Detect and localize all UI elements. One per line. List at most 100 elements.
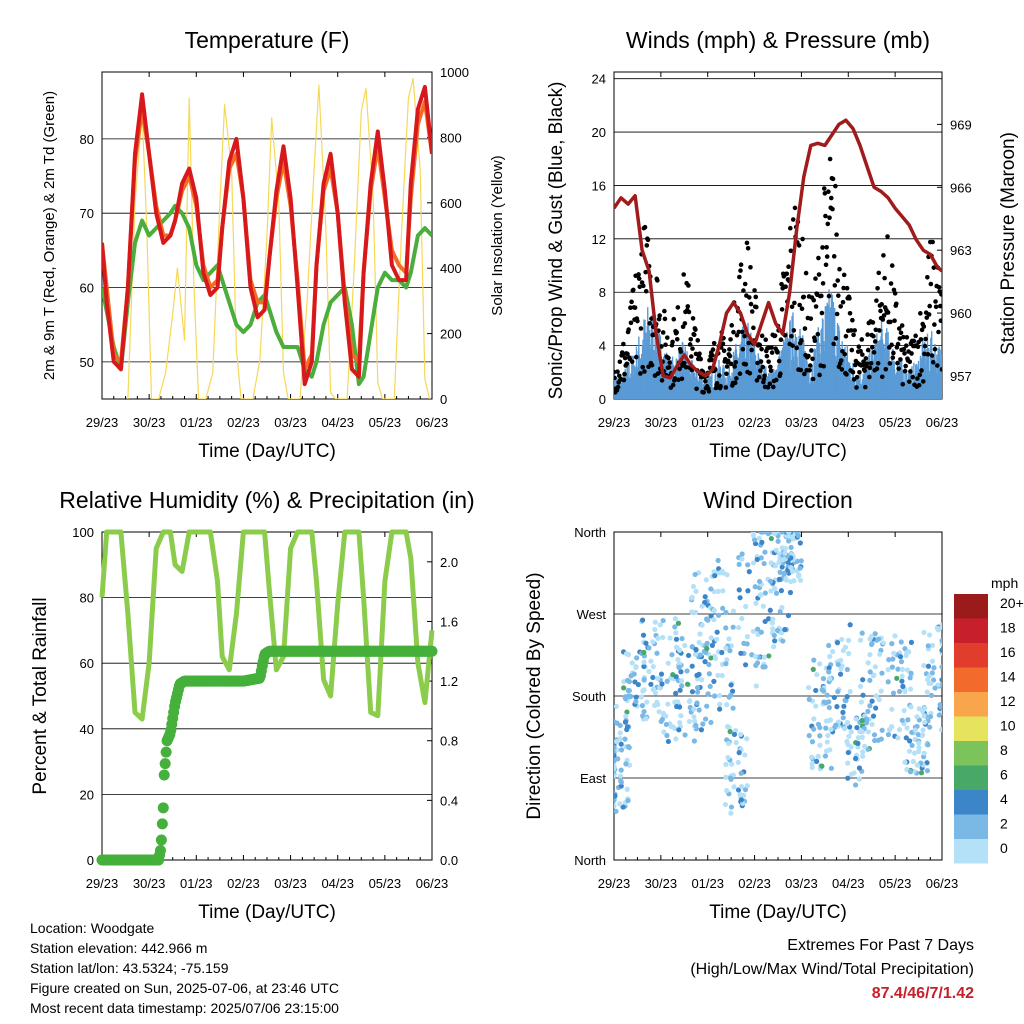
gust-point — [826, 293, 832, 299]
gust-point — [903, 343, 909, 348]
direction-point — [736, 561, 742, 568]
direction-point — [719, 649, 725, 656]
gust-point — [811, 297, 817, 303]
direction-point — [814, 671, 820, 678]
direction-point — [624, 709, 630, 715]
direction-point — [631, 671, 637, 677]
colorbar-swatch — [954, 741, 988, 766]
direction-point — [925, 663, 932, 669]
direction-point — [762, 664, 768, 670]
direction-point — [797, 577, 804, 583]
gust-point — [807, 368, 812, 373]
direction-point — [892, 633, 898, 639]
direction-point — [618, 747, 625, 753]
gust-point — [813, 276, 818, 281]
direction-point — [871, 732, 878, 738]
direction-point — [889, 706, 895, 712]
direction-point — [704, 703, 710, 709]
gust-point — [640, 364, 645, 370]
direction-point — [702, 716, 709, 722]
gust-point — [854, 374, 860, 380]
direction-point — [914, 762, 920, 768]
gust-point — [694, 386, 699, 392]
winds-ytick-label: 4 — [599, 339, 606, 354]
gust-point — [807, 363, 813, 368]
direction-point — [860, 749, 866, 755]
winds-ylabel: Sonic/Prop Wind & Gust (Blue, Black) — [546, 82, 567, 400]
gust-point — [646, 364, 651, 369]
direction-point — [897, 654, 904, 660]
direction-point — [643, 640, 649, 646]
gust-point — [720, 341, 726, 347]
direction-point — [908, 639, 915, 645]
direction-point — [724, 702, 730, 708]
winds-xtick-label: 06/23 — [926, 415, 959, 430]
direction-point — [916, 745, 922, 751]
gust-point — [879, 374, 885, 380]
direction-point — [924, 689, 930, 695]
direction-point — [869, 698, 875, 704]
direction-point — [708, 613, 714, 619]
direction-point — [806, 733, 812, 739]
temp-2m-line — [102, 84, 432, 387]
direction-point — [826, 704, 832, 711]
humidity-ytick-right-label: 1.6 — [440, 614, 458, 629]
gust-point — [822, 191, 828, 196]
gust-point — [894, 301, 899, 307]
gust-point — [693, 327, 698, 332]
gust-point — [688, 336, 694, 342]
temperature-xtick-label: 29/23 — [86, 415, 119, 430]
dewpoint-line — [102, 203, 432, 387]
direction-point — [731, 784, 737, 790]
direction-point — [664, 678, 670, 684]
gust-point — [919, 368, 924, 373]
direction-point — [623, 761, 629, 767]
direction-point — [686, 718, 692, 725]
colorbar-label: 0 — [1000, 840, 1008, 856]
gust-point — [625, 351, 630, 357]
direction-point — [782, 545, 788, 552]
gust-point — [681, 360, 687, 366]
direction-point — [655, 675, 661, 682]
gust-point — [882, 275, 887, 281]
gust-point — [733, 359, 739, 365]
gust-point — [747, 370, 753, 376]
direction-point — [859, 717, 865, 724]
winds-xtick-label: 05/23 — [879, 415, 912, 430]
direction-point — [673, 736, 679, 742]
direction-point — [655, 701, 661, 708]
direction-point — [674, 703, 680, 710]
direction-point — [723, 774, 729, 780]
direction-point — [675, 656, 681, 663]
direction-point — [909, 742, 915, 749]
direction-point — [622, 694, 628, 700]
humidity-xtick-label: 30/23 — [133, 876, 166, 891]
direction-point — [899, 717, 905, 723]
gust-point — [874, 366, 880, 372]
direction-point — [891, 650, 897, 656]
direction-point — [753, 683, 759, 689]
direction-point — [672, 616, 678, 622]
direction-point — [752, 584, 758, 590]
direction-point — [716, 692, 723, 699]
gust-point — [874, 298, 879, 303]
temperature-ylabel: 2m & 9m T (Red, Orange) & 2m Td (Green) — [41, 91, 58, 380]
direction-point — [851, 770, 857, 776]
direction-point — [827, 717, 834, 723]
gust-point — [629, 299, 634, 305]
direction-point — [703, 577, 709, 583]
gust-point — [672, 376, 678, 381]
direction-point — [758, 555, 764, 561]
direction-point — [717, 706, 723, 712]
gust-point — [725, 358, 731, 364]
direction-point — [895, 735, 901, 741]
direction-point — [738, 797, 744, 803]
direction-point — [918, 770, 925, 776]
direction-point — [722, 801, 729, 808]
winds-series — [614, 118, 942, 399]
direction-point — [644, 699, 650, 705]
direction-point — [902, 646, 908, 652]
precip-point — [159, 758, 171, 770]
gust-point — [742, 281, 748, 287]
